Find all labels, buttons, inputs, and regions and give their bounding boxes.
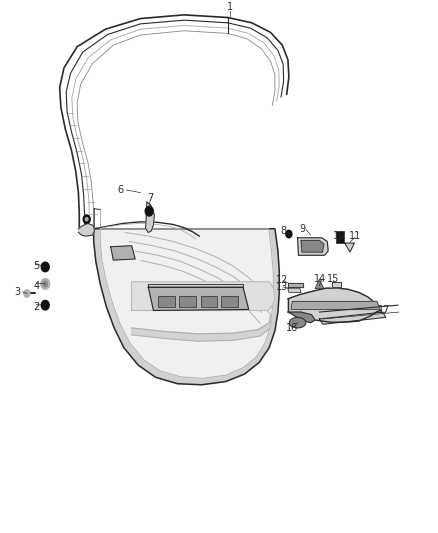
Text: 5: 5 (33, 261, 39, 271)
Circle shape (41, 279, 49, 289)
Text: 4: 4 (33, 280, 39, 290)
Polygon shape (148, 284, 243, 287)
Bar (201, 296, 217, 307)
Bar (336, 231, 344, 243)
Text: 7: 7 (147, 193, 153, 203)
Circle shape (286, 230, 292, 238)
Polygon shape (148, 287, 249, 310)
Polygon shape (288, 283, 303, 287)
Polygon shape (146, 202, 154, 232)
Bar (158, 296, 175, 307)
Polygon shape (132, 282, 275, 310)
Text: 13: 13 (276, 282, 289, 292)
Bar (221, 296, 238, 307)
Bar (179, 296, 196, 307)
Text: 14: 14 (314, 273, 326, 284)
Polygon shape (345, 243, 354, 252)
Text: 15: 15 (327, 273, 339, 284)
Circle shape (43, 281, 47, 287)
Polygon shape (100, 229, 274, 378)
Polygon shape (111, 246, 135, 260)
Text: 6: 6 (118, 185, 124, 195)
Circle shape (145, 206, 153, 216)
Circle shape (83, 215, 90, 223)
Text: 11: 11 (349, 231, 361, 241)
Circle shape (85, 217, 88, 221)
Polygon shape (78, 223, 95, 236)
Polygon shape (289, 312, 315, 322)
Text: 3: 3 (14, 287, 20, 297)
Text: 12: 12 (276, 275, 289, 285)
Polygon shape (332, 282, 341, 287)
Text: 8: 8 (281, 226, 287, 236)
Polygon shape (288, 288, 381, 322)
Polygon shape (319, 312, 386, 324)
Text: 9: 9 (299, 224, 305, 234)
Text: 16: 16 (286, 323, 298, 333)
Polygon shape (291, 302, 380, 309)
Text: 1: 1 (227, 2, 233, 12)
Polygon shape (94, 229, 279, 385)
Text: 17: 17 (378, 305, 390, 316)
Ellipse shape (289, 317, 306, 328)
Circle shape (24, 290, 30, 297)
Circle shape (41, 301, 49, 310)
Polygon shape (288, 288, 301, 293)
Circle shape (41, 262, 49, 272)
Polygon shape (132, 316, 272, 341)
Text: 10: 10 (333, 231, 345, 241)
Polygon shape (297, 238, 328, 255)
Polygon shape (301, 240, 324, 252)
Text: 2: 2 (33, 302, 39, 312)
